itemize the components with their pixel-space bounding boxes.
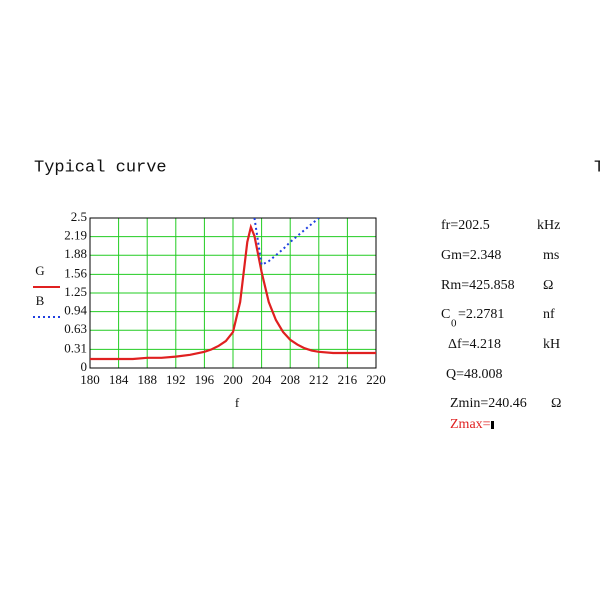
param: Q=48.008 [446,367,503,382]
x-tick-label: 180 [80,372,100,387]
legend-label: B [36,293,45,308]
y-tick-label: 0.94 [64,303,87,318]
x-tick-label: 188 [137,372,157,387]
plot-frame [89,217,377,369]
heading: Typical curve [34,158,167,177]
y-tick-label: 0.63 [64,321,87,336]
param: Rm=425.858 [441,278,515,293]
param: fr=202.5 [441,218,490,233]
y-tick-label: 2.19 [64,228,87,243]
param-unit: Ω [543,278,553,293]
param-unit: Ω [551,396,561,411]
cursor [491,421,494,429]
param: =2.2781 [458,307,504,322]
y-tick-label: 1.56 [64,265,87,280]
x-tick-label: 208 [280,372,300,387]
x-tick-label: 200 [223,372,243,387]
y-tick-label: 1.25 [64,284,87,299]
x-tick-label: 204 [252,372,272,387]
param: Δf=4.218 [448,337,501,352]
param-unit: kH [543,337,560,352]
param: Zmin=240.46 [450,396,527,411]
param-unit: nf [543,307,555,322]
edge-text: T [594,158,600,177]
param-unit: ms [543,248,559,263]
y-tick-label: 2.5 [71,209,87,224]
y-tick-label: 0.31 [64,340,87,355]
x-tick-label: 216 [338,372,358,387]
x-tick-label: 220 [366,372,386,387]
y-tick-label: 0 [81,359,88,374]
x-tick-label: 212 [309,372,329,387]
x-tick-label: 196 [195,372,215,387]
x-axis-label: f [235,395,240,410]
param: C [441,307,450,322]
x-tick-label: 192 [166,372,186,387]
param: Gm=2.348 [441,248,501,263]
legend-label: G [35,263,44,278]
param-sub: 0 [451,318,457,330]
series-line [253,218,320,267]
x-tick-label: 184 [109,372,129,387]
param-unit: kHz [537,218,560,233]
param: Zmax= [450,417,491,432]
y-tick-label: 1.88 [64,246,87,261]
series-line [90,223,376,361]
